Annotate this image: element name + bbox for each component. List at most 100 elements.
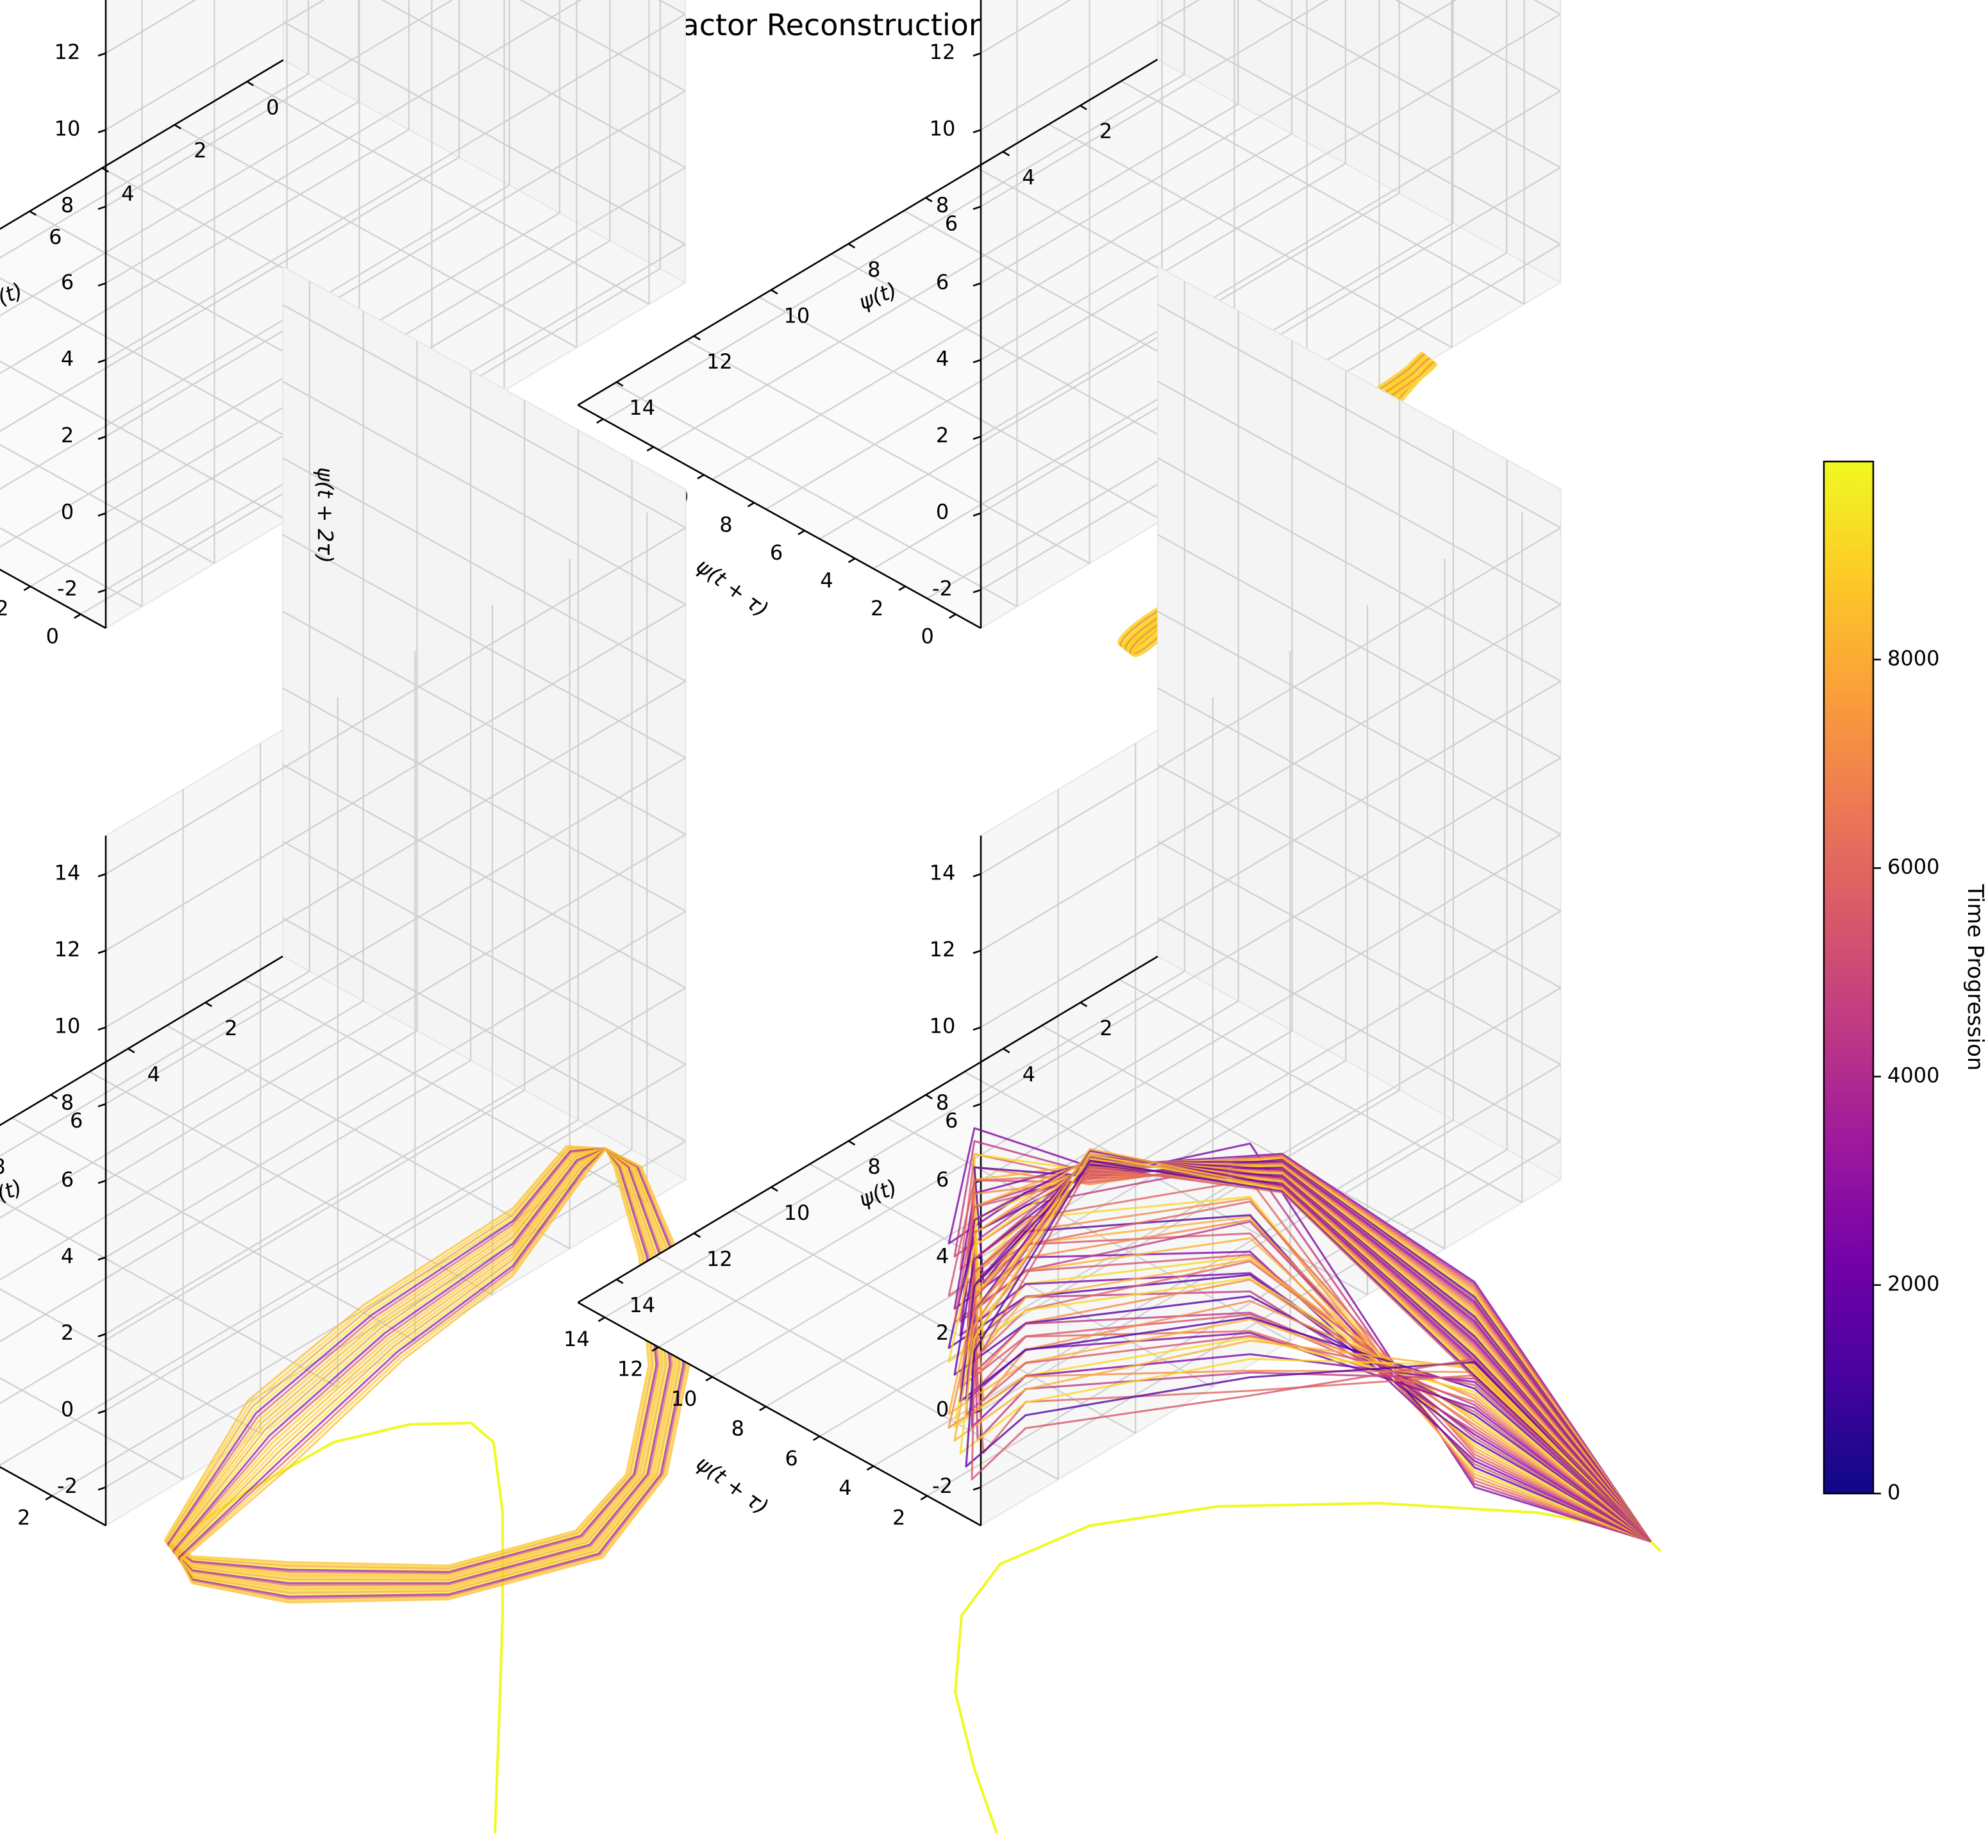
grid-line (12, 1117, 415, 1342)
y-tick-label: 4 (839, 1476, 851, 1500)
grid-line (105, 0, 325, 131)
y-tick-label: 12 (617, 1357, 644, 1381)
z-tick (973, 873, 981, 878)
z-tick-label: 8 (61, 1090, 74, 1115)
y-tick (23, 585, 31, 592)
trajectory-loop (163, 1145, 650, 1567)
grid-line (0, 101, 359, 317)
trajectory-loop (959, 1154, 1652, 1543)
z-tick-label: 14 (54, 860, 81, 885)
trajectory-loop (965, 1156, 1652, 1543)
z-tick (97, 873, 106, 878)
z-tick-label: 6 (936, 1167, 949, 1192)
grid-line (686, 339, 1090, 564)
trajectory-loop (168, 1147, 662, 1577)
x-tick-label: 12 (706, 349, 733, 374)
z-tick (97, 52, 106, 57)
z-tick (97, 282, 106, 287)
x-tick-label: 4 (121, 181, 134, 206)
grid-line (1119, 979, 1523, 1203)
y-tick (812, 1435, 821, 1441)
grid-line (88, 1071, 493, 1295)
grid-line (819, 192, 1400, 540)
x-tick (101, 167, 109, 173)
z-tick-label: 6 (61, 1167, 74, 1192)
y-tick (597, 1317, 606, 1322)
x-tick-label: 4 (1023, 1062, 1035, 1086)
z-tick-label: 4 (936, 1244, 949, 1268)
y-tick (848, 558, 856, 563)
grid-line (1157, 304, 1562, 529)
grid-line (0, 1199, 338, 1388)
trajectory-4 (948, 1127, 1662, 1834)
z-tick (97, 205, 106, 210)
trajectory-loop (965, 1160, 1652, 1543)
trajectory-loop (953, 1147, 1652, 1543)
grid-line (604, 74, 1185, 421)
grid-line (980, 833, 1562, 1181)
z-tick (973, 512, 981, 517)
z-tick-label: -2 (57, 576, 78, 601)
z-tick-label: -2 (57, 1474, 78, 1498)
trajectory-loop (165, 1147, 654, 1570)
z-tick-label: 10 (930, 117, 956, 141)
trajectory-loop (948, 1152, 1652, 1543)
colorbar-tick-label: 6000 (1887, 854, 1939, 879)
y-tick (705, 1376, 713, 1382)
trajectory-loop (169, 1147, 664, 1578)
grid-line (980, 13, 1561, 361)
z-tick (973, 1026, 981, 1031)
z-tick (97, 1179, 106, 1185)
z-tick-label: 4 (61, 346, 74, 370)
y-tick-label: 4 (820, 568, 833, 592)
z-tick-label: 0 (936, 1397, 949, 1422)
trajectory-loop (166, 1147, 656, 1572)
z-tick-label: 2 (61, 423, 74, 447)
grid-line (0, 1060, 471, 1343)
z-tick-label: 8 (936, 193, 949, 217)
z-tick-label: 10 (54, 1014, 81, 1038)
grid-line (980, 0, 1200, 131)
grid-line (980, 0, 1457, 284)
grid-line (765, 1060, 1346, 1408)
x-axis-line (577, 58, 1158, 406)
y-tick-label: 8 (719, 512, 732, 537)
grid-line (614, 383, 1018, 608)
grid-line (658, 103, 1239, 451)
y-tick (697, 474, 705, 479)
y-axis-title: ψ(t + τ) (692, 553, 773, 622)
z-tick-label: 0 (61, 500, 74, 524)
grid-line (712, 1030, 1293, 1378)
grid-line (105, 13, 686, 361)
grid-line (1041, 1025, 1446, 1249)
y-tick (898, 585, 906, 591)
x-tick (1002, 151, 1010, 156)
x-tick (693, 1232, 701, 1238)
y-tick (920, 1495, 928, 1501)
grid-line (732, 1210, 1136, 1434)
x-tick-label: 6 (70, 1108, 83, 1133)
z-tick (97, 359, 106, 363)
trajectory-loop (948, 1161, 1652, 1543)
x-axis-line (577, 955, 1158, 1304)
grid-line (105, 0, 582, 284)
z-tick (97, 949, 106, 954)
right-wall-pane (282, 0, 686, 284)
x-tick (771, 1186, 778, 1192)
z-tick (973, 359, 981, 363)
grid-line (105, 1063, 687, 1411)
x-tick-label: 12 (706, 1247, 733, 1271)
x-tick (50, 1094, 58, 1100)
y-tick-label: 2 (892, 1506, 905, 1530)
z-tick-label: 14 (930, 860, 956, 885)
x-tick-label: 8 (867, 257, 880, 281)
x-tick-label: 6 (945, 1108, 958, 1133)
x-tick-label: 6 (49, 225, 62, 249)
grid-line (105, 0, 454, 208)
grid-line (758, 296, 1163, 521)
z-tick (97, 1103, 106, 1108)
y-tick (45, 1495, 53, 1501)
grid-line (105, 987, 687, 1335)
y-tick-label: 6 (785, 1446, 798, 1470)
